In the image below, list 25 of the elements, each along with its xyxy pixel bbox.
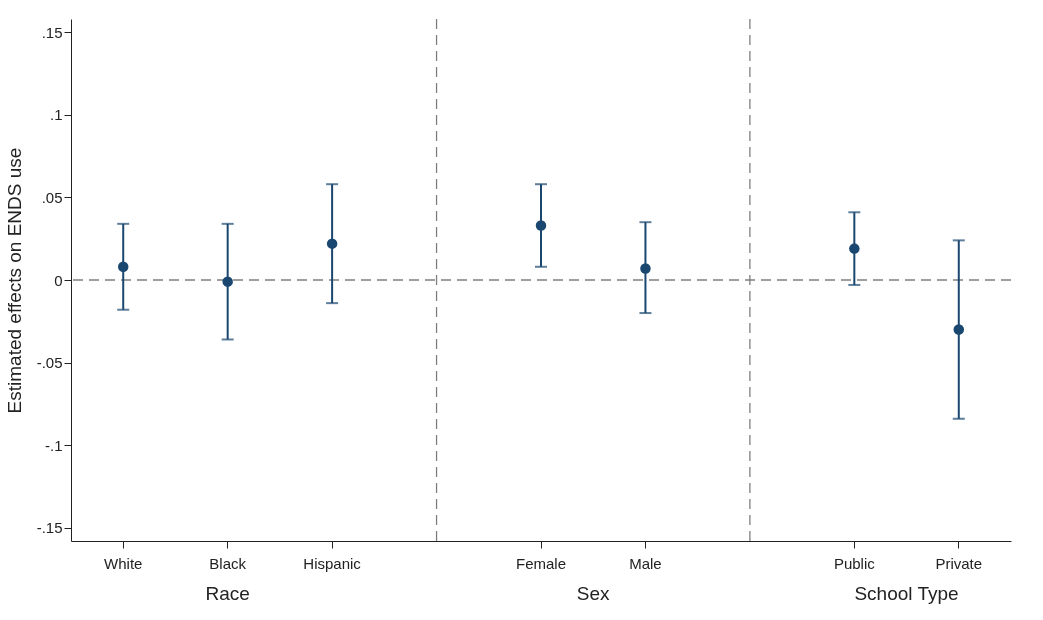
x-tick-label: Public: [833, 554, 876, 572]
text: Sex: [576, 583, 611, 604]
y-tick-label: -.1: [44, 436, 63, 454]
x-tick-label: Private: [935, 554, 983, 572]
y-tick-label: -.05: [36, 354, 63, 372]
text: School Type: [854, 583, 959, 604]
y-tick-label: .15: [41, 23, 63, 41]
point: [326, 238, 338, 249]
x-tick-label: White: [104, 554, 143, 572]
y-axis-title: Estimated effects on ENDS use: [3, 147, 25, 414]
x-tick-label: Black: [209, 554, 247, 572]
text: Race: [205, 583, 250, 604]
x-tick-label: Hispanic: [303, 554, 362, 572]
point: [535, 220, 547, 231]
y-tick-label: .1: [49, 106, 63, 124]
point: [117, 261, 129, 273]
y-tick-label: -.15: [36, 519, 63, 537]
x-tick-label: Male: [629, 554, 662, 572]
y-tick-label: 0: [54, 271, 63, 289]
point: [849, 243, 860, 254]
point: [222, 276, 233, 287]
point: [640, 263, 651, 274]
point: [953, 324, 965, 335]
y-tick-label: .05: [41, 188, 63, 206]
x-tick-label: Female: [515, 554, 567, 572]
